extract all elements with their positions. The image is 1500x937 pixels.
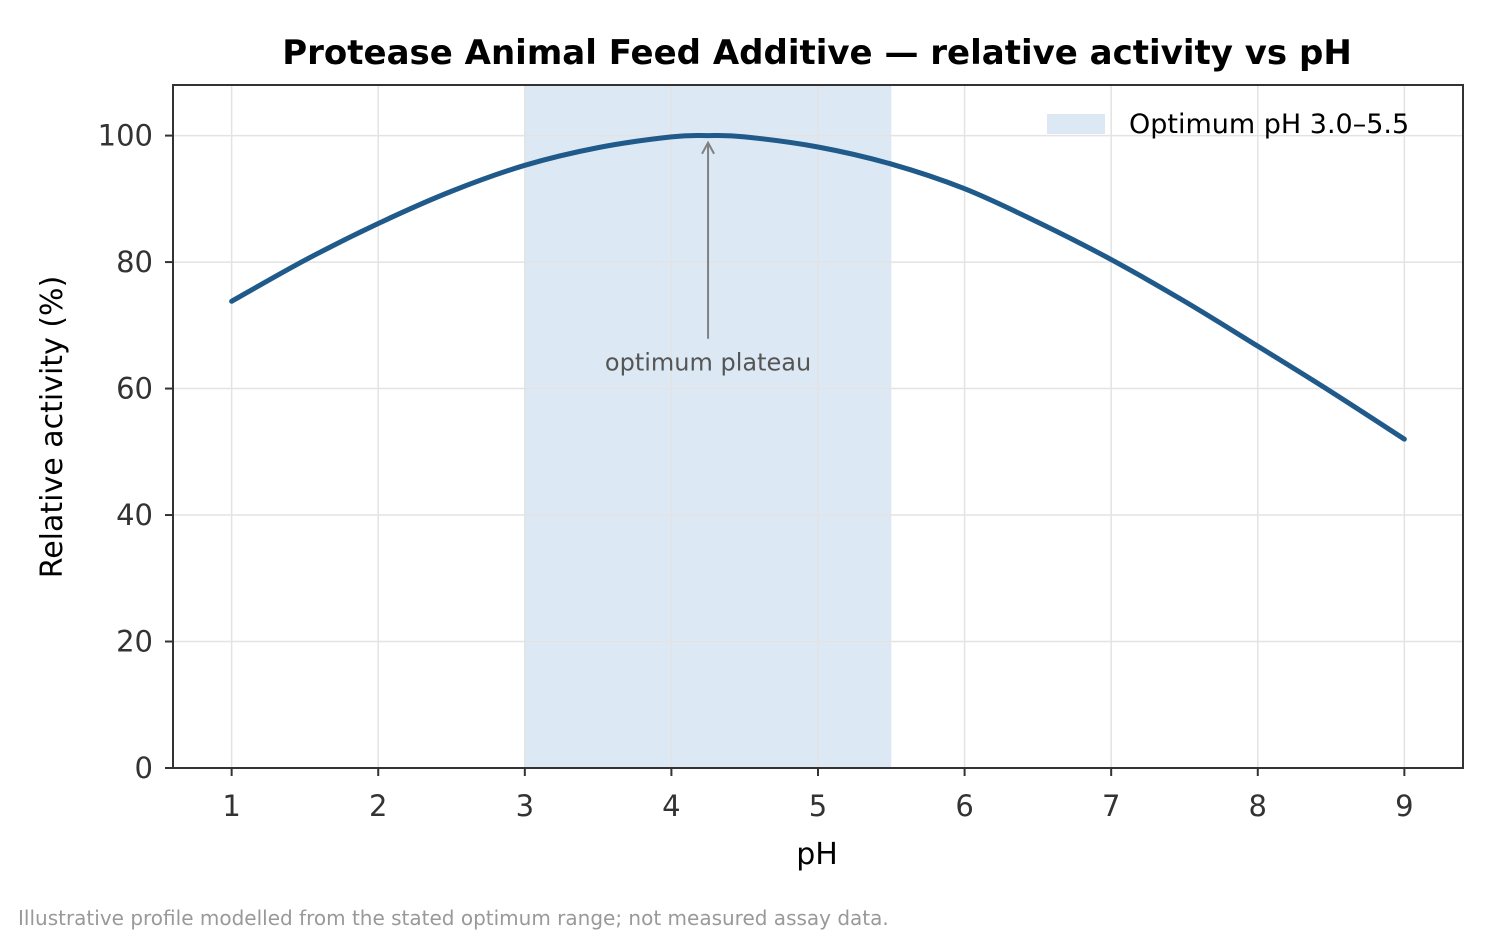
legend: Optimum pH 3.0–5.5 xyxy=(1047,109,1409,140)
x-tick-label: 4 xyxy=(662,789,680,823)
x-tick-label: 2 xyxy=(369,789,387,823)
x-tick-label: 3 xyxy=(516,789,534,823)
x-axis-label: pH xyxy=(796,837,838,872)
y-tick-label: 20 xyxy=(116,625,153,659)
activity-curve xyxy=(229,132,1407,442)
legend-label-optimum: Optimum pH 3.0–5.5 xyxy=(1129,109,1409,140)
y-tick-label: 60 xyxy=(116,372,153,406)
x-axis-ticks: 1 2 3 4 5 6 7 8 9 xyxy=(222,768,1414,823)
legend-swatch-optimum xyxy=(1047,114,1105,134)
x-tick-label: 7 xyxy=(1102,789,1120,823)
y-axis-label: Relative activity (%) xyxy=(35,276,70,579)
plot-area: optimum plateau xyxy=(172,84,1464,769)
x-tick-label: 9 xyxy=(1395,789,1413,823)
annotation-arrow-head xyxy=(701,140,715,155)
x-tick-label: 8 xyxy=(1249,789,1267,823)
footnote: Illustrative profile modelled from the s… xyxy=(18,906,889,930)
y-axis-ticks: 0 20 40 60 80 100 xyxy=(98,119,173,785)
y-tick-label: 0 xyxy=(135,751,153,785)
x-tick-label: 1 xyxy=(222,789,240,823)
optimum-annotation: optimum plateau xyxy=(605,140,811,377)
x-tick-label: 5 xyxy=(809,789,827,823)
y-tick-label: 80 xyxy=(116,245,153,279)
grid-lines xyxy=(173,85,1463,769)
chart-title: Protease Animal Feed Additive — relative… xyxy=(282,33,1352,73)
x-tick-label: 6 xyxy=(955,789,973,823)
y-tick-label: 100 xyxy=(98,119,153,153)
y-tick-label: 40 xyxy=(116,498,153,532)
annotation-label: optimum plateau xyxy=(605,349,811,377)
